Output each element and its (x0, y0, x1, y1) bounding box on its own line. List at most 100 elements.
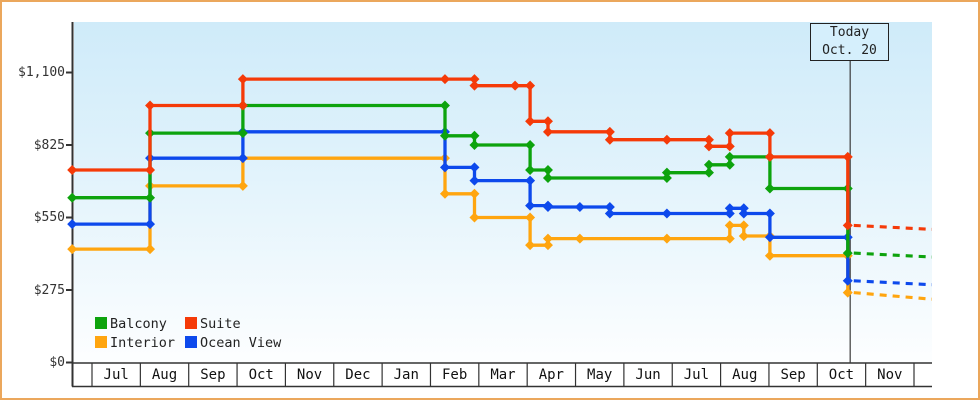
series-point-suite (842, 220, 853, 231)
x-axis-month-label: Nov (296, 367, 323, 383)
series-point-balcony (724, 151, 735, 162)
x-axis-month-label: Jul (683, 367, 710, 383)
x-axis-month-label: Oct (828, 367, 855, 383)
series-point-suite (542, 116, 553, 127)
series-point-suite (724, 141, 735, 152)
legend-label: Interior (110, 335, 176, 351)
series-point-suite (842, 151, 853, 162)
legend-item-balcony: Balcony (95, 313, 167, 332)
y-axis-tick-label: $550 (33, 210, 65, 225)
series-point-balcony (237, 128, 248, 139)
series-point-ocean-view (67, 219, 78, 230)
series-point-suite (237, 74, 248, 85)
series-point-balcony (145, 192, 156, 203)
series-point-interior (469, 212, 480, 223)
series-point-ocean-view (542, 201, 553, 212)
series-forecast-interior (853, 291, 933, 301)
series-point-balcony (842, 248, 853, 259)
series-point-ocean-view (724, 203, 735, 214)
today-marker-box: Today Oct. 20 (810, 23, 889, 61)
x-axis-month-label: Sep (780, 367, 806, 383)
x-axis-month-label: Apr (538, 367, 564, 383)
series-point-balcony (661, 172, 672, 183)
y-axis-tick-label: $275 (33, 282, 65, 298)
series-point-ocean-view (469, 175, 480, 186)
x-axis-month-label: Jun (635, 367, 661, 383)
series-point-balcony (542, 172, 553, 183)
series-point-ocean-view (604, 208, 615, 219)
series-point-ocean-view (574, 201, 585, 212)
y-axis-tick-label: $0 (49, 355, 65, 370)
y-axis-tick-label: $1,100 (18, 65, 65, 80)
series-point-suite (469, 74, 480, 85)
series-point-ocean-view (145, 219, 156, 230)
legend-item-suite: Suite (185, 313, 241, 332)
series-point-balcony (439, 130, 450, 141)
x-axis-month-label: May (587, 367, 613, 383)
series-point-balcony (469, 130, 480, 141)
series-point-suite (703, 134, 714, 145)
series-point-balcony (542, 165, 553, 176)
today-marker-title: Today (829, 25, 870, 40)
series-point-suite (764, 151, 775, 162)
series-point-ocean-view (439, 162, 450, 173)
series-point-ocean-view (525, 175, 536, 186)
legend-item-ocean-view: Ocean View (185, 332, 281, 351)
series-point-interior (574, 233, 585, 244)
legend-swatch (95, 336, 107, 348)
series-point-interior (542, 233, 553, 244)
series-point-suite (469, 80, 480, 91)
x-axis-month-label: Feb (441, 367, 468, 383)
series-point-balcony (724, 159, 735, 170)
series-point-suite (145, 100, 156, 111)
series-point-balcony (525, 140, 536, 150)
x-axis-month-label: Jul (103, 367, 129, 383)
series-point-balcony (661, 167, 672, 178)
series-point-interior (738, 230, 749, 241)
legend-swatch (95, 317, 107, 329)
series-forecast-ocean-view (853, 279, 932, 287)
series-point-interior (67, 244, 78, 255)
x-axis-month-label: Aug (151, 367, 178, 383)
series-point-ocean-view (764, 232, 775, 243)
series-point-interior (738, 220, 749, 231)
series-point-interior (469, 188, 480, 199)
series-point-suite (764, 128, 775, 139)
series-point-ocean-view (661, 208, 672, 219)
series-point-ocean-view (604, 201, 615, 212)
x-axis-month-label: Mar (490, 367, 516, 383)
x-axis-month-label: Dec (345, 367, 371, 383)
series-point-ocean-view (237, 153, 248, 164)
x-axis-month-label: Jan (393, 367, 419, 383)
series-point-interior (724, 220, 735, 231)
series-forecast-suite (853, 223, 932, 231)
legend-label: Balcony (110, 316, 167, 332)
x-axis-month-label: Oct (248, 367, 274, 383)
series-point-interior (661, 233, 672, 244)
series-point-interior (525, 212, 536, 223)
series-point-suite (661, 134, 672, 145)
series-point-suite (510, 80, 521, 91)
series-point-interior (525, 240, 536, 251)
series-point-interior (842, 287, 853, 298)
series-point-ocean-view (525, 200, 536, 211)
series-point-interior (764, 250, 775, 261)
series-point-suite (525, 80, 536, 91)
series-point-balcony (67, 192, 78, 203)
y-axis-tick-label: $825 (33, 137, 65, 153)
series-point-interior (237, 180, 248, 191)
series-point-suite (703, 141, 714, 152)
series-point-suite (724, 128, 735, 139)
series-point-balcony (703, 159, 714, 170)
legend-swatch (185, 336, 197, 348)
today-marker-date: Oct. 20 (822, 43, 877, 58)
series-point-suite (604, 134, 615, 145)
series-point-ocean-view (469, 162, 480, 173)
series-point-interior (145, 244, 156, 255)
series-forecast-balcony (853, 251, 932, 259)
series-point-interior (724, 233, 735, 244)
plot-area-background (74, 22, 932, 363)
series-point-ocean-view (842, 275, 853, 286)
series-point-suite (542, 126, 553, 137)
series-point-suite (67, 165, 78, 176)
